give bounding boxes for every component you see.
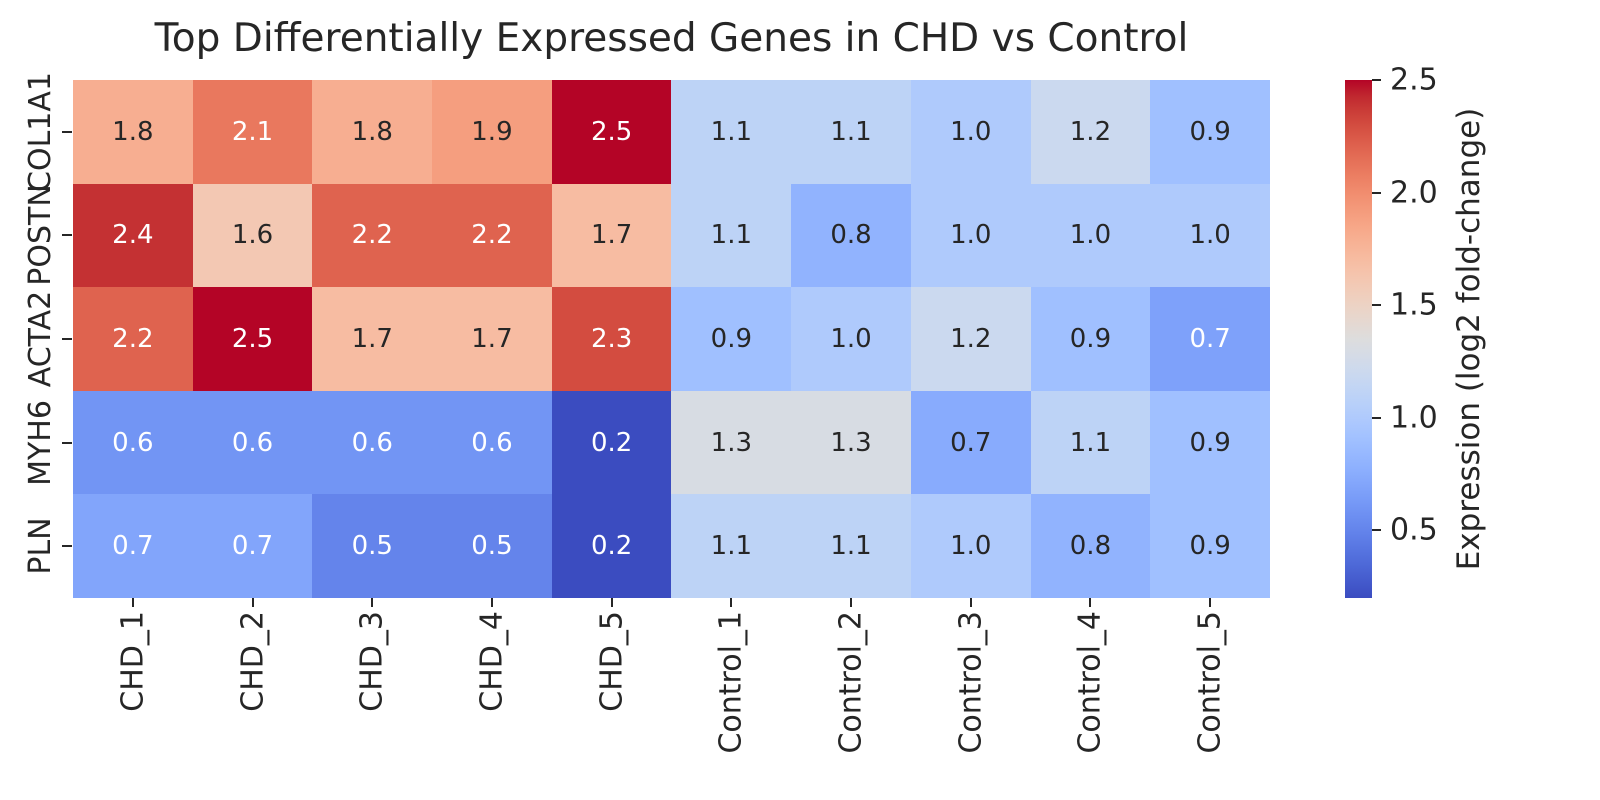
heatmap-cell: 0.6 bbox=[192, 390, 313, 495]
heatmap-cell: 1.1 bbox=[671, 494, 792, 598]
heatmap-cell: 1.0 bbox=[910, 494, 1031, 598]
heatmap-cell: 0.9 bbox=[1150, 80, 1270, 184]
x-tick-mark bbox=[850, 598, 853, 607]
heatmap-cell: 0.2 bbox=[551, 390, 672, 495]
colorbar-label: Expression (log2 fold-change) bbox=[1451, 107, 1487, 571]
heatmap-cell: 1.3 bbox=[791, 390, 911, 495]
y-tick-label: PLN bbox=[23, 517, 58, 575]
heatmap-cell: 1.7 bbox=[432, 287, 552, 391]
x-tick-label: CHD_5 bbox=[594, 611, 630, 712]
heatmap-cell: 0.9 bbox=[1150, 494, 1270, 598]
heatmap-cell: 2.3 bbox=[551, 287, 672, 391]
y-tick-mark bbox=[62, 441, 72, 444]
y-tick-mark bbox=[62, 338, 72, 340]
heatmap-cell: 1.6 bbox=[192, 183, 313, 288]
y-tick-mark bbox=[62, 545, 72, 548]
heatmap-cell: 1.0 bbox=[791, 287, 911, 391]
x-tick-label: Control_1 bbox=[713, 611, 749, 754]
heatmap-cell: 0.8 bbox=[1030, 494, 1151, 598]
heatmap-cell: 2.5 bbox=[551, 80, 672, 184]
heatmap-cell: 0.5 bbox=[432, 494, 552, 598]
x-tick-label: CHD_3 bbox=[354, 611, 390, 712]
heatmap-cell: 1.1 bbox=[791, 494, 911, 598]
x-tick-mark bbox=[490, 598, 493, 607]
x-tick-label: CHD_1 bbox=[115, 611, 151, 712]
heatmap-cell: 2.2 bbox=[432, 183, 552, 288]
x-tick-mark bbox=[251, 598, 254, 607]
heatmap-cell: 0.6 bbox=[73, 390, 193, 495]
heatmap-cell: 0.9 bbox=[1030, 287, 1151, 391]
colorbar-tick-mark bbox=[1372, 304, 1381, 307]
x-tick-mark bbox=[610, 598, 613, 607]
colorbar-tick-label: 2.5 bbox=[1390, 62, 1438, 98]
heatmap-cell: 1.0 bbox=[910, 183, 1031, 288]
y-tick-label: COL1A1 bbox=[23, 71, 58, 192]
colorbar-tick-label: 1.5 bbox=[1390, 287, 1438, 323]
heatmap-cell: 0.5 bbox=[312, 494, 433, 598]
x-tick-mark bbox=[969, 598, 972, 607]
heatmap-cell: 0.6 bbox=[432, 390, 552, 495]
heatmap-cell: 1.1 bbox=[1030, 390, 1151, 495]
heatmap-cell: 1.1 bbox=[671, 183, 792, 288]
heatmap-cell: 0.9 bbox=[671, 287, 792, 391]
heatmap-cell: 1.0 bbox=[1030, 183, 1151, 288]
y-tick-mark bbox=[62, 130, 72, 133]
heatmap-cell: 1.9 bbox=[432, 80, 552, 184]
colorbar-tick-label: 0.5 bbox=[1390, 512, 1438, 548]
y-tick-label: ACTA2 bbox=[23, 290, 58, 388]
heatmap-cell: 0.7 bbox=[192, 494, 313, 598]
heatmap-cell: 0.2 bbox=[551, 494, 672, 598]
x-tick-label: CHD_4 bbox=[474, 611, 510, 712]
colorbar-tick-label: 2.0 bbox=[1390, 175, 1438, 211]
colorbar-tick-label: 1.0 bbox=[1390, 400, 1438, 436]
chart-title: Top Differentially Expressed Genes in CH… bbox=[154, 16, 1189, 61]
heatmap-cell: 0.8 bbox=[791, 183, 911, 288]
heatmap-cell: 0.9 bbox=[1150, 390, 1270, 495]
heatmap-cell: 1.8 bbox=[312, 80, 433, 184]
heatmap-cell: 0.7 bbox=[910, 390, 1031, 495]
x-tick-mark bbox=[730, 598, 733, 607]
heatmap-cell: 0.6 bbox=[312, 390, 433, 495]
heatmap-cell: 2.1 bbox=[192, 80, 313, 184]
x-tick-label: Control_3 bbox=[953, 611, 989, 754]
heatmap-cell: 1.7 bbox=[551, 183, 672, 288]
colorbar-tick-mark bbox=[1372, 79, 1381, 81]
x-tick-mark bbox=[371, 598, 374, 607]
y-tick-label: POSTN bbox=[23, 184, 58, 287]
heatmap-cell: 2.5 bbox=[192, 287, 313, 391]
heatmap-cell: 1.3 bbox=[671, 390, 792, 495]
heatmap-cell: 1.8 bbox=[73, 80, 193, 184]
heatmap-cell: 0.7 bbox=[73, 494, 193, 598]
heatmap-cell: 1.1 bbox=[791, 80, 911, 184]
heatmap-cell: 1.7 bbox=[312, 287, 433, 391]
x-tick-label: Control_4 bbox=[1072, 611, 1108, 754]
heatmap-cell: 1.2 bbox=[1030, 80, 1151, 184]
y-tick-label: MYH6 bbox=[23, 399, 58, 486]
x-tick-mark bbox=[1089, 598, 1092, 607]
colorbar-gradient bbox=[1345, 80, 1372, 598]
colorbar-tick-mark bbox=[1372, 416, 1381, 419]
y-tick-mark bbox=[62, 234, 72, 237]
heatmap-cell: 0.7 bbox=[1150, 287, 1270, 391]
colorbar-tick-mark bbox=[1372, 191, 1381, 194]
x-tick-mark bbox=[1209, 598, 1212, 607]
heatmap-cell: 2.2 bbox=[312, 183, 433, 288]
heatmap-cell: 1.0 bbox=[910, 80, 1031, 184]
heatmap-cell: 1.2 bbox=[910, 287, 1031, 391]
heatmap-grid: 1.8 2.1 1.8 1.9 2.5 1.1 1.1 1.0 1.2 0.9 2.4 1.6 2.2 2… bbox=[73, 80, 1270, 598]
x-tick-label: Control_2 bbox=[833, 611, 869, 754]
heatmap-cell: 2.4 bbox=[73, 183, 193, 288]
colorbar-tick-mark bbox=[1372, 529, 1381, 532]
heatmap-cell: 1.1 bbox=[671, 80, 792, 184]
x-tick-mark bbox=[131, 598, 134, 607]
heatmap-cell: 1.0 bbox=[1150, 183, 1270, 288]
x-tick-label: Control_5 bbox=[1192, 611, 1228, 754]
x-tick-label: CHD_2 bbox=[235, 611, 271, 712]
heatmap-cell: 2.2 bbox=[73, 287, 193, 391]
